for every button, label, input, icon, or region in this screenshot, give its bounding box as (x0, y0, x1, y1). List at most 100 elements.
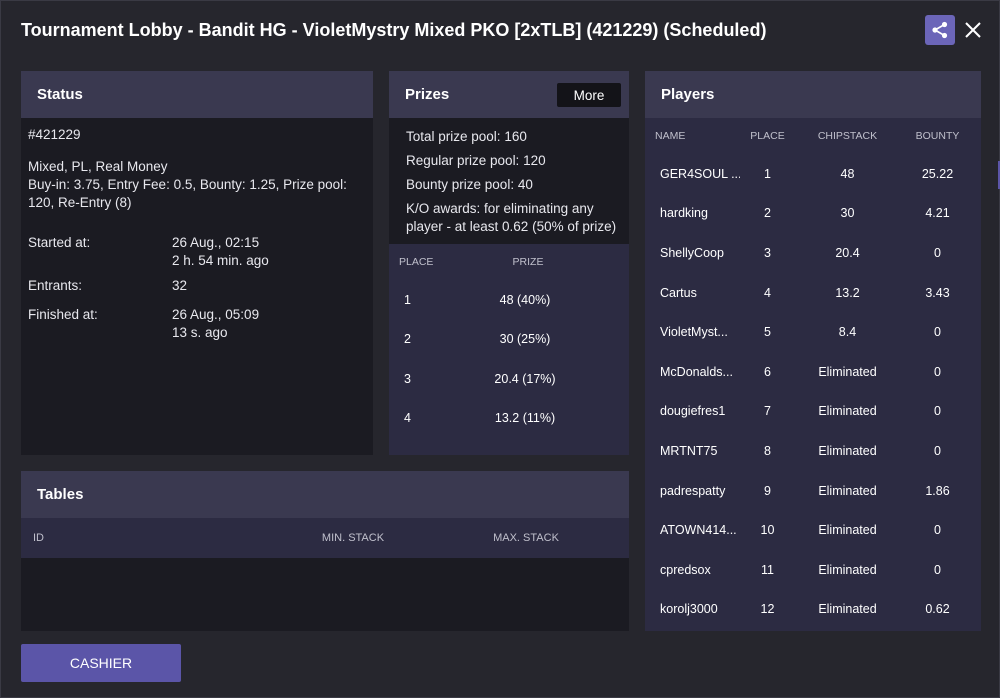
player-name: Cartus (660, 285, 697, 300)
player-chipstack: Eliminated (818, 483, 877, 498)
scroll-edge-accent (998, 161, 1000, 189)
player-bounty: 0.62 (925, 602, 950, 617)
ko-awards-label: K/O awards: (406, 201, 481, 216)
player-bounty: 0 (934, 325, 941, 340)
share-button[interactable] (925, 15, 955, 45)
prizes-panel: Prizes More Total prize pool: 160 Regula… (389, 71, 629, 455)
player-bounty: 0 (934, 245, 941, 260)
tables-col-id[interactable]: ID (33, 532, 44, 544)
share-icon (932, 21, 948, 39)
player-name: ATOWN414... (660, 523, 737, 538)
players-col-chipstack[interactable]: CHIPSTACK (817, 130, 878, 142)
cashier-button[interactable]: CASHIER (21, 644, 181, 682)
player-row[interactable]: cpredsox 11 Eliminated 0 (645, 550, 981, 590)
bounty-prize-value: 40 (517, 177, 533, 192)
player-place: 2 (764, 206, 771, 221)
players-col-name[interactable]: NAME (655, 130, 686, 142)
prize-row: 4 13.2 (11%) (389, 399, 629, 439)
tables-col-max-stack[interactable]: MAX. STACK (493, 532, 559, 544)
total-prize-pool: Total prize pool: 160 (406, 128, 619, 146)
player-place: 10 (760, 523, 775, 538)
player-place: 3 (764, 245, 771, 260)
more-button[interactable]: More (557, 83, 621, 107)
status-panel: Status #421229 Mixed, PL, Real Money Buy… (21, 71, 373, 455)
players-col-place[interactable]: PLACE (750, 130, 785, 142)
finished-value: 26 Aug., 05:09 (172, 307, 260, 322)
player-place: 7 (764, 404, 771, 419)
player-chipstack: Eliminated (818, 602, 877, 617)
prize-place: 4 (404, 411, 411, 426)
player-row[interactable]: ATOWN414... 10 Eliminated 0 (645, 510, 981, 550)
player-name: VioletMyst... (660, 325, 728, 340)
player-name: ShellyCoop (660, 245, 724, 260)
started-value: 26 Aug., 02:15 (172, 235, 260, 250)
player-row[interactable]: Cartus 4 13.2 3.43 (645, 273, 981, 313)
player-name: cpredsox (660, 562, 711, 577)
players-rows: GER4SOUL ... 1 48 25.22 hardking 2 30 4.… (645, 154, 981, 629)
player-row[interactable]: hardking 2 30 4.21 (645, 194, 981, 234)
entrants-row: Entrants: 32 (28, 277, 366, 295)
close-button[interactable] (962, 19, 984, 41)
player-row[interactable]: korolj3000 12 Eliminated 0.62 (645, 590, 981, 630)
finished-label: Finished at: (28, 307, 98, 322)
entrants-value: 32 (172, 278, 188, 293)
player-chipstack: 30 (840, 206, 855, 221)
finished-ago: 13 s. ago (172, 325, 228, 340)
game-type: Mixed, PL, Real Money (28, 159, 168, 174)
ko-awards: K/O awards: for eliminating any player -… (406, 200, 619, 236)
total-prize-label: Total prize pool: (406, 129, 501, 144)
prizes-col-prize: PRIZE (512, 256, 544, 268)
player-chipstack: Eliminated (818, 404, 877, 419)
regular-prize-value: 120 (523, 153, 546, 168)
players-col-bounty[interactable]: BOUNTY (915, 130, 960, 142)
players-panel: Players NAME PLACE CHIPSTACK BOUNTY GER4… (645, 71, 981, 631)
bounty-prize-pool: Bounty prize pool: 40 (406, 176, 619, 194)
player-name: MRTNT75 (660, 443, 718, 458)
ko-awards-value: for eliminating any player - at least 0.… (406, 201, 617, 234)
player-bounty: 0 (934, 523, 941, 538)
player-bounty: 0 (934, 562, 941, 577)
status-body: #421229 Mixed, PL, Real Money Buy-in: 3.… (21, 118, 373, 350)
player-row[interactable]: ShellyCoop 3 20.4 0 (645, 233, 981, 273)
regular-prize-label: Regular prize pool: (406, 153, 520, 168)
player-place: 6 (764, 364, 771, 379)
player-place: 8 (764, 443, 771, 458)
player-bounty: 0 (934, 404, 941, 419)
player-name: korolj3000 (660, 602, 718, 617)
started-ago: 2 h. 54 min. ago (172, 253, 269, 268)
prize-place: 3 (404, 371, 411, 386)
player-row[interactable]: McDonalds... 6 Eliminated 0 (645, 352, 981, 392)
close-icon (965, 22, 981, 38)
bounty-prize-label: Bounty prize pool: (406, 177, 515, 192)
prize-row: 1 48 (40%) (389, 280, 629, 320)
prizes-col-place: PLACE (399, 256, 434, 268)
player-chipstack: Eliminated (818, 562, 877, 577)
total-prize-value: 160 (504, 129, 527, 144)
player-row[interactable]: padrespatty 9 Eliminated 1.86 (645, 471, 981, 511)
prizes-heading: Prizes (405, 86, 450, 103)
players-heading: Players (645, 71, 981, 118)
prizes-rows: 1 48 (40%) 2 30 (25%) 3 20.4 (17%) 4 13.… (389, 280, 629, 438)
player-bounty: 4.21 (925, 206, 950, 221)
tables-panel: Tables ID MIN. STACK MAX. STACK (21, 471, 629, 631)
prize-place: 1 (404, 292, 411, 307)
player-chipstack: Eliminated (818, 364, 877, 379)
player-bounty: 3.43 (925, 285, 950, 300)
player-row[interactable]: GER4SOUL ... 1 48 25.22 (645, 154, 981, 194)
tables-col-min-stack[interactable]: MIN. STACK (321, 532, 385, 544)
tables-table-header: ID MIN. STACK MAX. STACK (21, 518, 629, 558)
prize-amount: 30 (25%) (499, 332, 551, 347)
player-row[interactable]: MRTNT75 8 Eliminated 0 (645, 431, 981, 471)
player-row[interactable]: dougiefres1 7 Eliminated 0 (645, 392, 981, 432)
prize-row: 2 30 (25%) (389, 320, 629, 360)
player-bounty: 0 (934, 364, 941, 379)
prize-place: 2 (404, 332, 411, 347)
window-title: Tournament Lobby - Bandit HG - VioletMys… (21, 20, 767, 40)
prize-row: 3 20.4 (17%) (389, 359, 629, 399)
prize-amount: 48 (40%) (499, 292, 551, 307)
buyin-details: Buy-in: 3.75, Entry Fee: 0.5, Bounty: 1.… (28, 177, 347, 210)
player-row[interactable]: VioletMyst... 5 8.4 0 (645, 312, 981, 352)
player-bounty: 1.86 (925, 483, 950, 498)
player-name: dougiefres1 (660, 404, 726, 419)
